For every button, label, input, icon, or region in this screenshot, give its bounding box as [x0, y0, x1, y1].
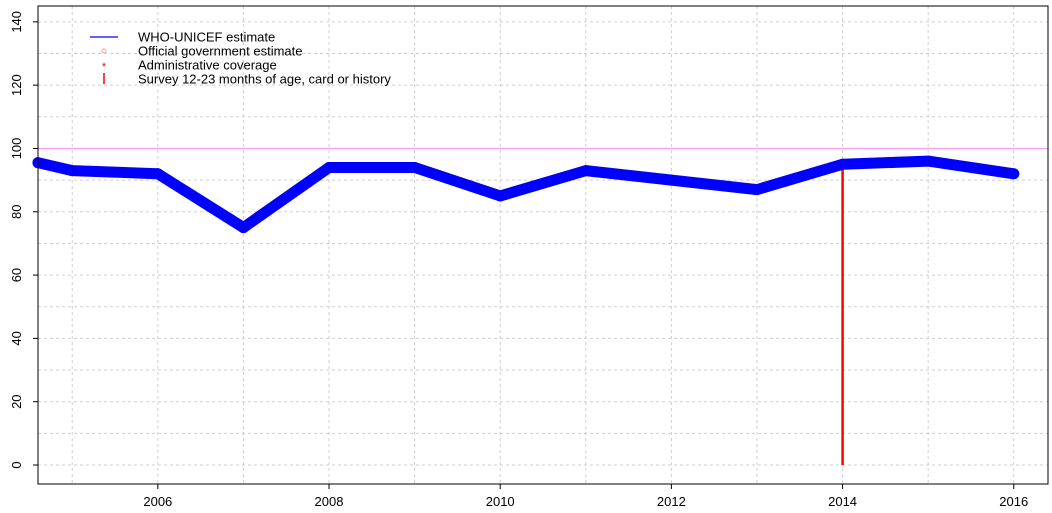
legend-label: Administrative coverage	[138, 58, 277, 73]
data-point	[409, 161, 421, 173]
y-tick-label: 0	[9, 461, 24, 468]
y-tick-label: 20	[9, 394, 24, 408]
legend-item: * Administrative coverage	[102, 58, 277, 74]
data-point	[323, 161, 335, 173]
legend-item: Survey 12-23 months of age, card or hist…	[103, 72, 391, 87]
data-point	[1008, 168, 1020, 180]
data-point	[580, 165, 592, 177]
y-tick-label: 60	[9, 268, 24, 282]
plot-frame	[37, 5, 1049, 485]
legend-label: Official government estimate	[138, 44, 303, 59]
series-line-who-unicef	[32, 155, 1020, 234]
legend-item: Official government estimate	[101, 44, 303, 59]
y-tick-label: 100	[9, 138, 24, 160]
data-point	[237, 222, 249, 234]
y-tick-label: 120	[9, 74, 24, 96]
y-tick-label: 40	[9, 331, 24, 345]
x-tick-label: 2016	[999, 494, 1028, 509]
x-tick-label: 2008	[315, 494, 344, 509]
data-point	[922, 155, 934, 167]
series-lines	[32, 155, 1020, 234]
y-tick-label: 140	[9, 11, 24, 33]
x-tick-label: 2014	[828, 494, 857, 509]
data-point	[751, 184, 763, 196]
legend-item: WHO-UNICEF estimate	[90, 30, 275, 45]
x-tick-label: 2010	[486, 494, 515, 509]
legend-asterisk-icon: *	[102, 61, 107, 73]
data-point	[837, 158, 849, 170]
data-point	[152, 168, 164, 180]
data-point	[665, 174, 677, 186]
y-axis: 0 20 40 60 80 100 120 140	[9, 11, 38, 469]
legend-label: WHO-UNICEF estimate	[138, 30, 275, 45]
x-tick-label: 2012	[657, 494, 686, 509]
legend-label: Survey 12-23 months of age, card or hist…	[138, 72, 391, 87]
data-point	[66, 165, 78, 177]
y-tick-label: 80	[9, 205, 24, 219]
legend-circle-icon	[101, 48, 107, 54]
x-tick-label: 2006	[143, 494, 172, 509]
x-axis: 2006 2008 2010 2012 2014 2016	[143, 484, 1028, 509]
data-point	[494, 190, 506, 202]
